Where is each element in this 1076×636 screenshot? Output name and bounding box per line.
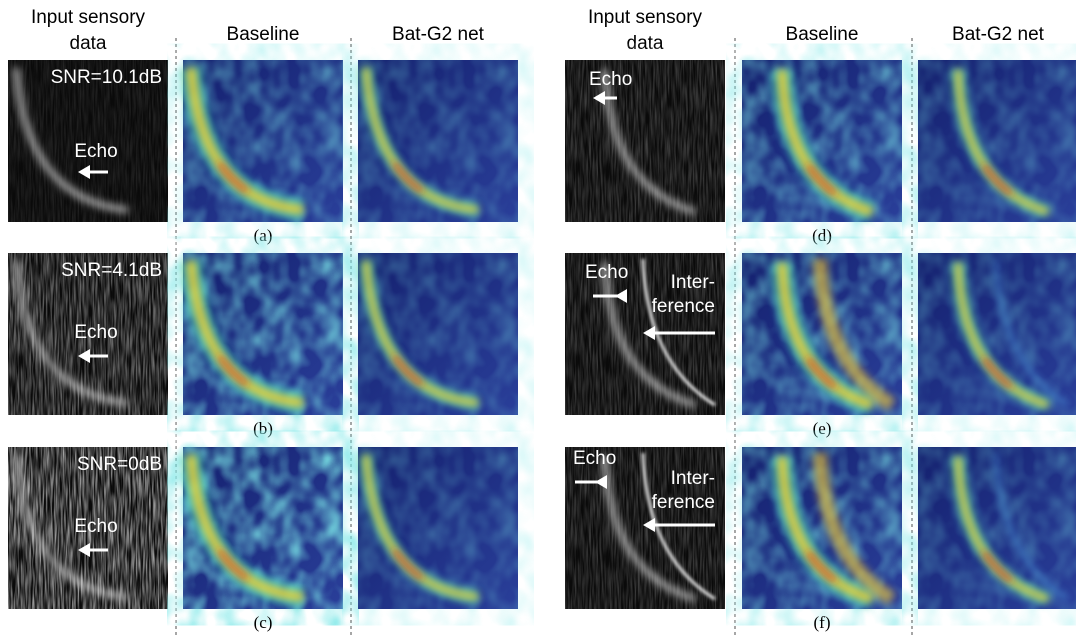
interference-trace — [641, 258, 716, 407]
baseline-heatmap — [742, 447, 902, 610]
echo-label: Echo — [74, 322, 117, 343]
baseline-heatmap — [180, 447, 343, 609]
proposed-heatmap — [918, 60, 1076, 222]
interference-label: ference — [652, 492, 715, 513]
baseline-heatmap — [180, 60, 343, 222]
interference-label: Inter- — [671, 468, 715, 489]
panel-label: (f) — [814, 613, 831, 632]
heat-core — [954, 456, 1050, 603]
panel-label: (d) — [812, 226, 832, 245]
snr-label: SNR=10.1dB — [51, 67, 162, 88]
arrow-head — [615, 289, 627, 303]
heat-peak — [363, 260, 479, 406]
arrow-head — [643, 326, 655, 340]
panel-label: (b) — [253, 419, 273, 438]
heatmap-noise — [742, 60, 902, 222]
panel-label: (a) — [254, 226, 273, 245]
echo-trace — [602, 262, 696, 408]
interference-label: Inter- — [671, 272, 715, 293]
snr-label: SNR=0dB — [77, 454, 162, 475]
echo-trace — [13, 454, 129, 600]
input-image: Echo — [565, 60, 725, 222]
heat-interference — [813, 452, 896, 605]
heat-peak — [363, 67, 479, 213]
input-image: SNR=0dB Echo — [8, 447, 168, 609]
snr-label: SNR=4.1dB — [61, 260, 162, 281]
baseline-heatmap — [180, 253, 343, 415]
heat-interference — [813, 258, 896, 411]
noise — [565, 60, 725, 222]
column-header: Bat-G2 net — [952, 24, 1045, 45]
input-image: SNR=4.1dB Echo — [8, 253, 168, 415]
column-header: Input sensory — [31, 7, 146, 28]
heat-interference — [994, 258, 1070, 407]
input-image: Echo Inter-ference — [565, 253, 725, 415]
echo-trace — [602, 456, 696, 602]
heat-peak — [363, 454, 479, 600]
arrow-head — [643, 518, 655, 532]
baseline-heatmap — [742, 60, 902, 223]
heat-interference — [994, 452, 1070, 601]
proposed-heatmap — [358, 60, 518, 222]
heat-peak — [188, 454, 304, 600]
column-header: Input sensory — [588, 7, 703, 28]
proposed-heatmap — [918, 253, 1076, 415]
arrow-head — [595, 475, 607, 489]
echo-label: Echo — [74, 516, 117, 537]
column-header: Baseline — [786, 24, 859, 45]
heat-core — [777, 456, 874, 604]
column-header: data — [70, 33, 107, 54]
echo-label: Echo — [589, 69, 632, 90]
heat-core — [777, 262, 874, 410]
baseline-heatmap — [742, 253, 902, 416]
proposed-heatmap — [918, 447, 1076, 609]
arrow-head — [78, 543, 90, 557]
input-image: Echo Inter-ference — [565, 447, 725, 609]
echo-trace — [602, 69, 696, 215]
input-image: SNR=10.1dB Echo — [8, 60, 168, 222]
heatmap-noise — [918, 60, 1076, 222]
echo-trace — [13, 260, 129, 406]
proposed-heatmap — [358, 447, 518, 609]
interference-label: ference — [652, 296, 715, 317]
heat-peak — [188, 260, 304, 406]
echo-label: Echo — [74, 141, 117, 162]
echo-label: Echo — [585, 262, 628, 283]
interference-trace — [641, 452, 716, 601]
arrow-head — [593, 91, 605, 105]
heat-peak — [188, 67, 304, 213]
heat-core — [954, 262, 1050, 409]
echo-label: Echo — [573, 448, 616, 469]
panel-label: (c) — [254, 613, 273, 632]
arrow-head — [78, 165, 90, 179]
column-header: Bat-G2 net — [392, 24, 485, 45]
proposed-heatmap — [358, 253, 518, 415]
echo-trace — [13, 67, 129, 213]
heat-core — [777, 69, 874, 217]
heat-core — [954, 69, 1050, 216]
column-header: Baseline — [227, 24, 300, 45]
panel-label: (e) — [813, 419, 832, 438]
arrow-head — [78, 349, 90, 363]
column-header: data — [627, 33, 664, 54]
